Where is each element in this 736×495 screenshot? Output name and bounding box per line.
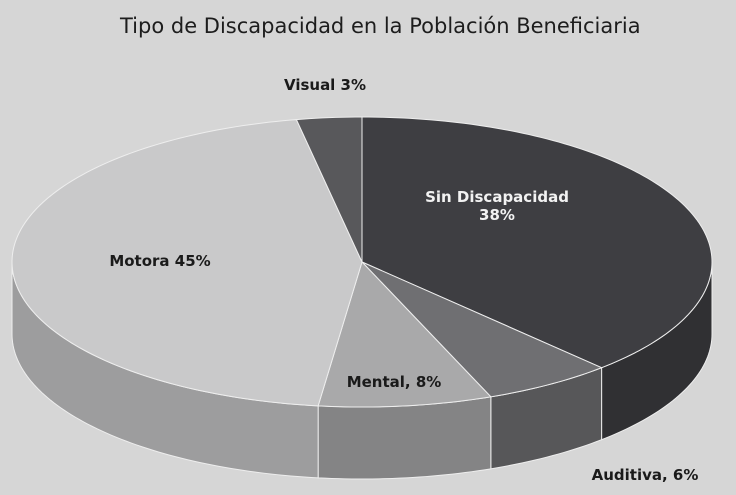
chart-title: Tipo de Discapacidad en la Población Ben… [120, 14, 641, 38]
slice [11, 119, 363, 407]
data-label: Mental, 8% [346, 373, 442, 391]
slice [361, 116, 713, 369]
slice [361, 261, 603, 398]
data-label: Sin Discapacidad 38% [425, 188, 569, 224]
slice [295, 116, 363, 263]
data-label: Visual 3% [283, 76, 367, 94]
data-label: Motora 45% [109, 252, 211, 270]
data-label: Auditiva, 6% [591, 466, 699, 484]
slice [317, 261, 492, 408]
slice-side [317, 396, 492, 480]
